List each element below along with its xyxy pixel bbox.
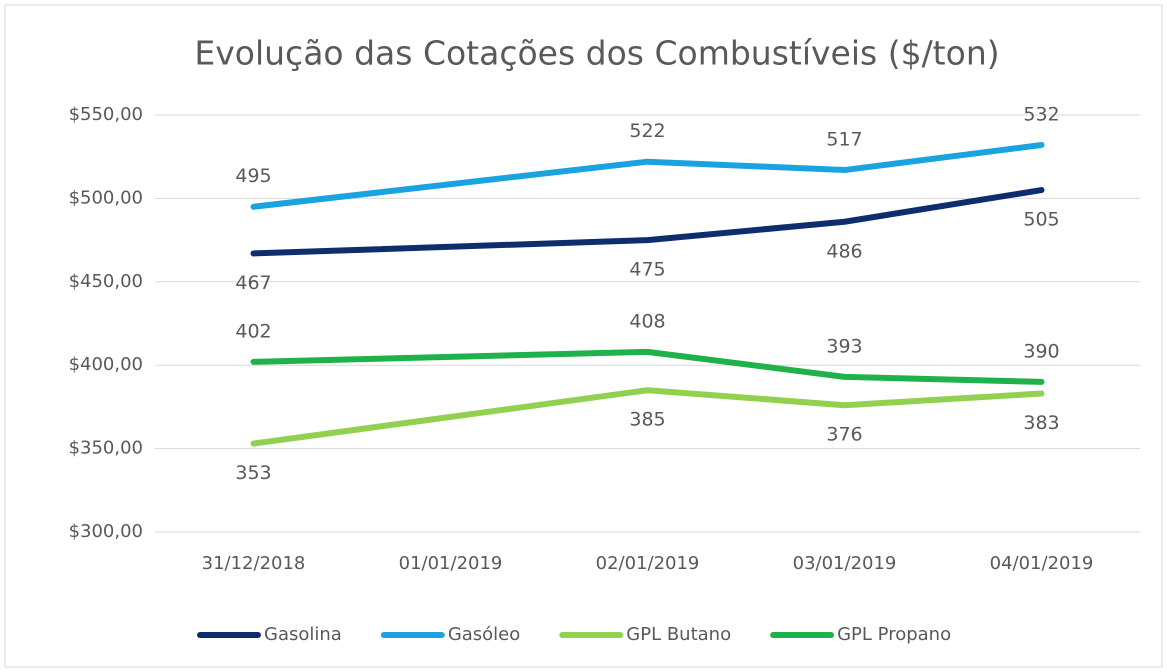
series-line: [250, 387, 1045, 447]
legend-label: GPL Butano: [626, 624, 731, 645]
chart-border: [4, 4, 1163, 668]
legend-label: Gasolina: [264, 624, 342, 645]
data-label: 390: [1023, 340, 1059, 362]
data-label: 402: [235, 320, 271, 342]
series-line: [250, 142, 1045, 210]
y-tick-label: $450,00: [69, 271, 143, 292]
data-label: 532: [1023, 104, 1059, 126]
data-label: 467: [235, 272, 271, 294]
legend-label: Gasóleo: [448, 624, 520, 645]
legend-label: GPL Propano: [837, 624, 951, 645]
data-label: 385: [629, 409, 665, 431]
x-tick-label: 01/01/2019: [399, 553, 503, 574]
x-tick-label: 02/01/2019: [596, 553, 700, 574]
chart-title: Evolução das Cotações dos Combustíveis (…: [194, 34, 999, 73]
series-line: [250, 187, 1045, 257]
data-label: 522: [629, 120, 665, 142]
series-line: [250, 348, 1045, 385]
y-tick-label: $300,00: [69, 521, 143, 542]
x-tick-label: 03/01/2019: [793, 553, 897, 574]
y-tick-label: $400,00: [69, 354, 143, 375]
data-label: 495: [235, 165, 271, 187]
data-label: 408: [629, 310, 665, 332]
data-label: 353: [235, 462, 271, 484]
y-tick-label: $350,00: [69, 438, 143, 459]
y-tick-label: $550,00: [69, 104, 143, 125]
y-tick-label: $500,00: [69, 187, 143, 208]
data-label: 505: [1023, 209, 1059, 231]
data-label: 393: [826, 335, 862, 357]
data-label: 376: [826, 424, 862, 446]
data-label: 517: [826, 129, 862, 151]
data-label: 475: [629, 259, 665, 281]
data-label: 383: [1023, 412, 1059, 434]
data-label: 486: [826, 240, 862, 262]
x-tick-label: 04/01/2019: [990, 553, 1094, 574]
x-tick-label: 31/12/2018: [202, 553, 306, 574]
